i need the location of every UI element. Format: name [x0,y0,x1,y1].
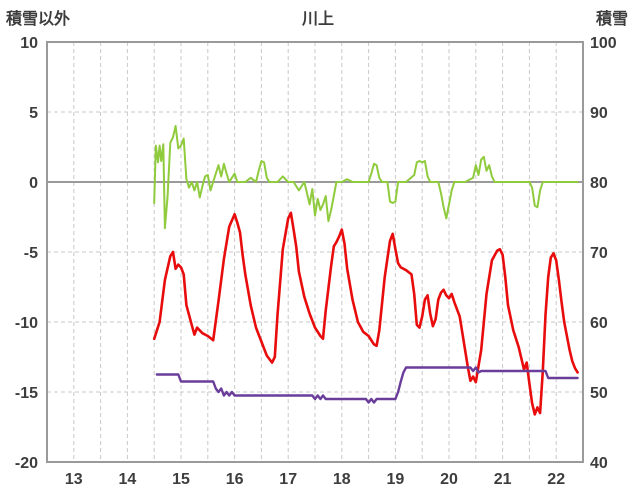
chart-title: 川上 [301,11,334,28]
left-axis-title: 積雪以外 [6,11,71,28]
right-axis-tick-label: 60 [590,315,608,332]
x-axis-tick-label: 18 [333,471,351,488]
right-axis-tick-label: 80 [590,175,608,192]
x-axis-tick-label: 19 [387,471,405,488]
right-axis-tick-label: 100 [590,35,617,52]
right-axis-tick-label: 40 [590,455,608,472]
plot-border [46,41,584,463]
x-axis-tick-label: 20 [440,471,458,488]
x-axis-tick-label: 17 [279,471,297,488]
right-axis-title: 積雪 [595,11,628,28]
right-axis-tick-label: 50 [590,385,608,402]
x-axis-tick-label: 16 [226,471,244,488]
x-axis-tick-label: 22 [547,471,565,488]
left-axis-tick-label: -20 [15,455,38,472]
left-axis-tick-label: 0 [29,175,38,192]
left-axis-tick-label: -5 [24,245,38,262]
left-axis-tick-label: -10 [15,315,38,332]
left-axis-tick-label: 10 [20,35,38,52]
left-axis-tick-label: -15 [15,385,38,402]
series-purple-line [155,366,579,404]
left-axis-tick-label: 5 [29,105,38,122]
series-green-line [153,125,579,230]
x-axis-tick-label: 21 [494,471,512,488]
right-axis-tick-label: 90 [590,105,608,122]
x-axis-tick-label: 14 [119,471,137,488]
right-axis-tick-label: 70 [590,245,608,262]
x-axis-tick-label: 15 [172,471,190,488]
series-red-line [152,211,579,416]
x-axis-tick-label: 13 [65,471,83,488]
